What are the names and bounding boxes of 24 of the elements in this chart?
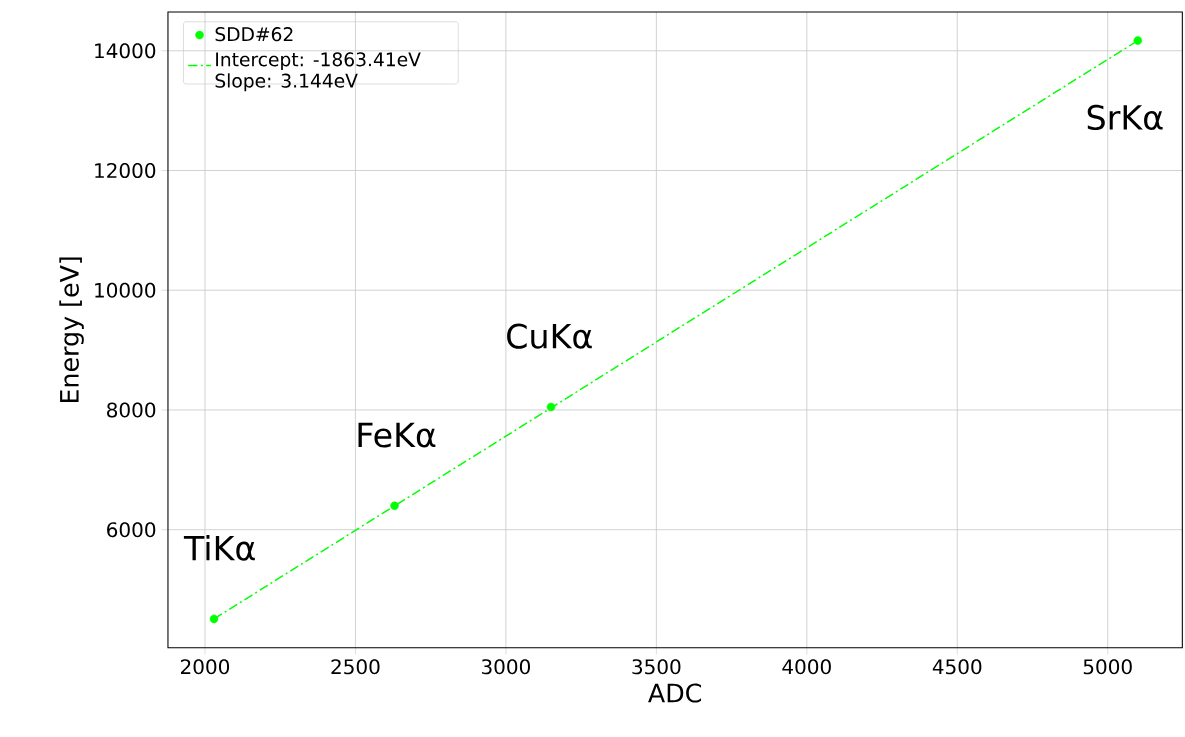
annotation: SrKα [1087, 104, 1163, 131]
legend-label: Intercept: -1863.41eV Slope: 3.144eV [215, 52, 421, 92]
x-tick-label: 5000 [1083, 659, 1132, 675]
legend-label: SDD#62 [215, 27, 293, 42]
y-tick-label: 10000 [95, 282, 156, 298]
x-tick-label: 3000 [481, 659, 530, 675]
annotation: CuKα [507, 323, 592, 349]
x-axis-title: ADC [648, 683, 702, 703]
point [209, 614, 219, 624]
annotation: FeKα [358, 422, 436, 448]
point [546, 402, 556, 412]
y-tick-label: 14000 [95, 43, 156, 59]
y-tick-label: 12000 [95, 162, 156, 179]
x-tick-label: 3500 [632, 659, 681, 675]
annotation: TiKα [183, 534, 255, 561]
x-tick-label: 2000 [180, 659, 230, 675]
y-axis-title: Energy [eV] [59, 257, 84, 403]
x-tick-label: 4500 [932, 659, 982, 675]
x-tick-label: 4000 [782, 659, 831, 675]
x-tick-label: 2500 [331, 659, 380, 675]
point [1133, 36, 1143, 45]
y-tick-label: 6000 [107, 522, 156, 538]
point [390, 501, 399, 510]
y-tick-label: 8000 [107, 402, 156, 418]
